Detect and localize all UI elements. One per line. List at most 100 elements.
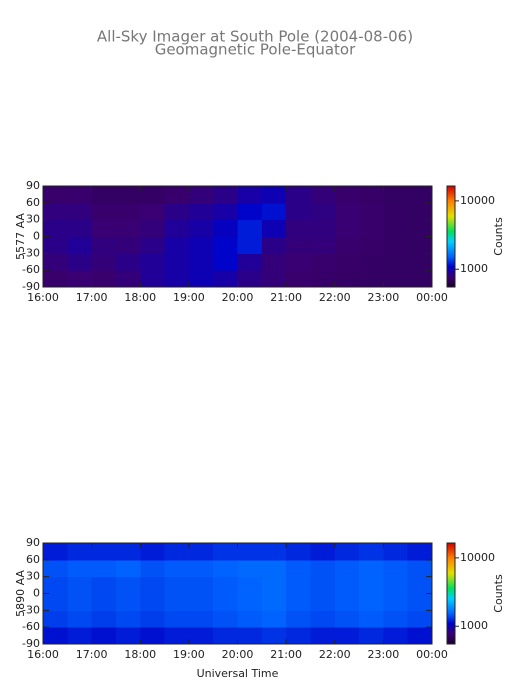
- heatmap-cell: [359, 186, 384, 204]
- heatmap-cell: [140, 593, 166, 611]
- y-axis-label: 5890 AA: [14, 570, 27, 617]
- x-tick-label: 18:00: [124, 291, 156, 304]
- heatmap-cell: [140, 186, 166, 204]
- heatmap-cell: [237, 559, 263, 578]
- heatmap-cell: [359, 627, 384, 645]
- heatmap-cell: [91, 219, 117, 237]
- heatmap-cell: [213, 236, 238, 254]
- heatmap-cell: [383, 576, 409, 594]
- heatmap-cell: [359, 236, 384, 254]
- heatmap-cell: [261, 253, 287, 271]
- y-tick-label: 30: [26, 570, 40, 583]
- heatmap-cell: [43, 236, 68, 254]
- heatmap-cell: [213, 559, 238, 578]
- heatmap-cell: [43, 270, 68, 288]
- heatmap-cell: [140, 253, 166, 271]
- heatmap-cell: [188, 202, 214, 221]
- heatmap-cell: [115, 576, 141, 594]
- heatmap-cell: [115, 253, 141, 271]
- heatmap-cell: [237, 270, 263, 288]
- heatmap-cell: [383, 627, 409, 645]
- heatmap-cell: [67, 543, 93, 561]
- heatmap-cell: [91, 543, 117, 561]
- heatmap-cell: [286, 543, 311, 561]
- colorbar: [446, 542, 456, 645]
- heatmap-cell: [213, 202, 238, 221]
- heatmap-cell: [261, 270, 287, 288]
- heatmap-cell: [261, 559, 287, 578]
- heatmap-cell: [383, 270, 409, 288]
- heatmap-cell: [188, 576, 214, 594]
- colorbar-tick-label: 1000: [460, 619, 488, 632]
- heatmap-cell: [91, 253, 117, 271]
- heatmap-cell: [164, 610, 190, 628]
- x-tick-label: 23:00: [368, 648, 400, 661]
- heatmap-cell: [310, 627, 336, 645]
- x-tick-label: 19:00: [173, 648, 205, 661]
- heatmap-cell: [286, 186, 311, 204]
- heatmap-cell: [286, 610, 311, 628]
- heatmap-cell: [237, 202, 263, 221]
- heatmap-cell: [91, 186, 117, 204]
- heatmap-cell: [43, 627, 68, 645]
- heatmap-cell: [188, 219, 214, 237]
- heatmap-cell: [286, 202, 311, 221]
- heatmap-cell: [91, 236, 117, 254]
- heatmap-cell: [43, 559, 68, 578]
- heatmap-cell: [383, 610, 409, 628]
- x-tick-label: 20:00: [222, 648, 254, 661]
- heatmap-cell: [334, 559, 360, 578]
- heatmap-cell: [334, 219, 360, 237]
- heatmap-cell: [310, 253, 336, 271]
- heatmap-cell: [140, 202, 166, 221]
- y-tick-label: -90: [22, 280, 40, 293]
- heatmap-cell: [67, 186, 93, 204]
- heatmap-cell: [140, 219, 166, 237]
- heatmap-cell: [261, 219, 287, 237]
- heatmap-cell: [310, 559, 336, 578]
- colorbar-tick-label: 10000: [460, 194, 495, 207]
- heatmap-cell: [334, 543, 360, 561]
- heatmap-cell: [188, 270, 214, 288]
- heatmap-cell: [334, 202, 360, 221]
- heatmap-cell: [237, 543, 263, 561]
- heatmap-cell: [286, 270, 311, 288]
- colorbar: [446, 185, 456, 288]
- heatmap-cell: [164, 219, 190, 237]
- x-tick-label: 21:00: [270, 648, 302, 661]
- heatmap-cell: [359, 559, 384, 578]
- heatmap-cell: [213, 186, 238, 204]
- heatmap-cell: [91, 593, 117, 611]
- colorbar-label: Counts: [492, 217, 505, 256]
- heatmap-cell: [310, 236, 336, 254]
- heatmap-cell: [334, 610, 360, 628]
- heatmap-cell: [164, 627, 190, 645]
- y-tick-label: 30: [26, 213, 40, 226]
- y-tick-label: -60: [22, 620, 40, 633]
- heatmap-cell: [237, 627, 263, 645]
- heatmap-cell: [407, 543, 433, 561]
- heatmap-cell: [91, 627, 117, 645]
- heatmap-cell: [334, 270, 360, 288]
- heatmap-cell: [213, 593, 238, 611]
- heatmap-cell: [407, 610, 433, 628]
- heatmap-cell: [261, 576, 287, 594]
- x-tick-label: 16:00: [27, 291, 59, 304]
- chart-title: All-Sky Imager at South Pole (2004-08-06…: [97, 28, 413, 46]
- heatmap-cell: [43, 543, 68, 561]
- heatmap-cell: [359, 593, 384, 611]
- heatmap-cell: [286, 576, 311, 594]
- heatmap-cell: [140, 236, 166, 254]
- heatmap-cell: [334, 186, 360, 204]
- x-tick-label: 22:00: [319, 291, 351, 304]
- x-tick-label: 17:00: [76, 648, 108, 661]
- x-axis-label: Universal Time: [197, 667, 279, 680]
- y-tick-label: -90: [22, 637, 40, 650]
- y-axis-label: 5577 AA: [14, 213, 27, 260]
- heatmap-cell: [383, 543, 409, 561]
- heatmap-cell: [115, 219, 141, 237]
- heatmap-cell: [310, 576, 336, 594]
- heatmap-cell: [237, 610, 263, 628]
- heatmap-cell: [237, 576, 263, 594]
